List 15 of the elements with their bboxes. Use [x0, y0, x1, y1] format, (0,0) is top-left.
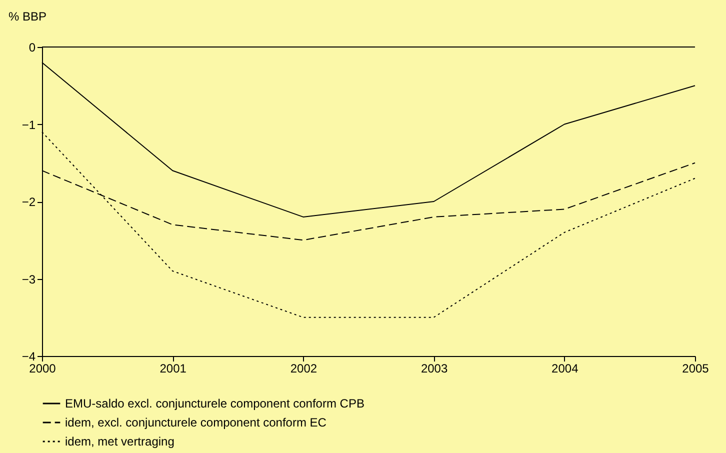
x-tick-label: 2003 — [420, 362, 448, 376]
y-tick-label: −1 — [22, 118, 36, 132]
x-tick-label: 2000 — [29, 362, 56, 376]
x-tick-label: 2002 — [290, 362, 318, 376]
legend-label: idem, met vertraging — [65, 434, 174, 448]
y-tick-label: −4 — [22, 350, 36, 364]
y-tick-label: −2 — [22, 195, 36, 209]
y-axis-title: % BBP — [8, 10, 47, 24]
x-tick-label: 2001 — [160, 362, 187, 376]
legend-label: idem, excl. conjuncturele component conform EC — [65, 416, 327, 430]
legend-label: EMU-saldo excl. conjuncturele component conform CPB — [65, 396, 364, 410]
x-tick-label: 2005 — [682, 362, 710, 376]
x-tick-label: 2004 — [552, 362, 579, 376]
y-tick-label: −3 — [22, 272, 36, 286]
y-tick-label: 0 — [28, 40, 36, 54]
